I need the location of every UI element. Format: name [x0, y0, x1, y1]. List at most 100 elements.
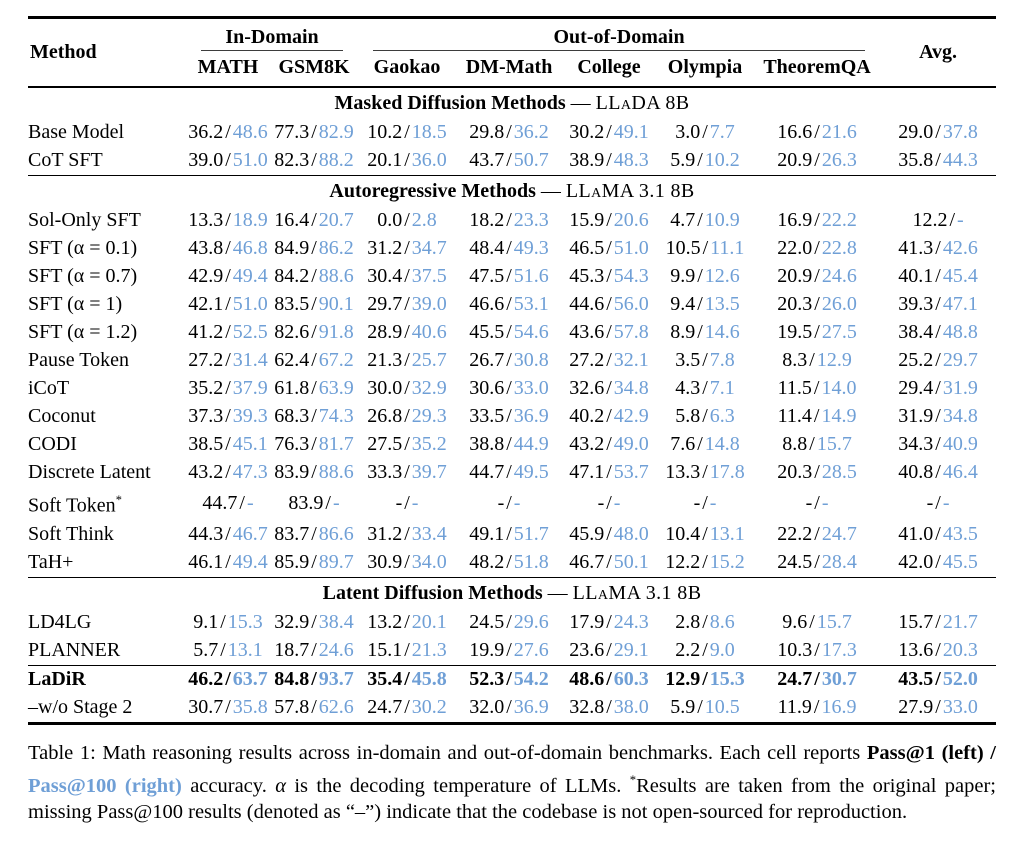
pass100-value: 29.7 [942, 349, 978, 371]
metric-cell: 33.5/36.9 [456, 403, 562, 431]
pass100-value: 51.8 [513, 550, 549, 573]
caption-alpha-symbol: α [275, 774, 286, 797]
pass100-value: 49.3 [513, 237, 549, 259]
metric-cell: 83.9/- [270, 487, 358, 521]
pass100-value: 29.6 [513, 610, 549, 633]
pass1-value: 38.5 [188, 433, 224, 455]
metric-cell: 44.7/49.5 [456, 459, 562, 487]
pass1-value: 48.6 [569, 667, 605, 690]
pass100-value: 48.6 [232, 121, 268, 143]
value-separator: / [809, 349, 815, 371]
metric-cell: 42.0/45.5 [880, 549, 996, 578]
metric-cell: 26.8/29.3 [358, 403, 456, 431]
pass1-value: 44.6 [569, 293, 605, 315]
pass1-value: 32.6 [569, 377, 605, 399]
value-separator: / [606, 209, 612, 231]
value-separator: / [311, 522, 317, 545]
pass100-value: 40.6 [411, 321, 447, 343]
pass1-value: 83.7 [274, 522, 310, 545]
metric-cell: 13.2/20.1 [358, 609, 456, 637]
pass100-value: - [957, 209, 964, 231]
pass1-value: 31.9 [898, 405, 934, 427]
pass100-value: 51.0 [613, 237, 649, 259]
metric-cell: 20.9/26.3 [754, 147, 880, 176]
pass100-value: 25.7 [411, 349, 447, 371]
value-separator: / [814, 121, 820, 143]
pass100-value: 13.1 [227, 638, 263, 661]
pass100-value: 45.5 [942, 550, 978, 573]
pass1-value: 33.3 [367, 461, 403, 483]
table-row: SFT (α = 0.7) 42.9/49.4 84.2/88.6 30.4/37.5… [28, 263, 996, 291]
pass100-value: 2.8 [411, 209, 437, 231]
pass1-value: 10.2 [367, 121, 403, 143]
pass1-value: 30.0 [367, 377, 403, 399]
pass1-value: 29.8 [469, 121, 505, 143]
metric-cell: 19.9/27.6 [456, 637, 562, 666]
pass100-value: 7.8 [709, 349, 735, 371]
section-title: Autoregressive Methods [329, 180, 536, 202]
pass100-value: 14.6 [704, 321, 740, 343]
pass100-value: 37.5 [411, 265, 447, 287]
pass1-value: 19.9 [469, 638, 505, 661]
metric-cell: 4.3/7.1 [656, 375, 754, 403]
pass100-value: 30.7 [821, 667, 857, 690]
page: Method In-Domain Out-of-Domain Avg. MATH… [28, 16, 997, 823]
value-separator: / [404, 321, 410, 343]
pass1-value: - [805, 491, 813, 514]
value-separator: / [506, 321, 512, 343]
metric-cell: 9.4/13.5 [656, 291, 754, 319]
pass1-value: 29.0 [898, 121, 934, 143]
section-title: Masked Diffusion Methods [334, 92, 566, 114]
metric-cell: 44.7/- [186, 487, 270, 521]
value-separator: / [935, 610, 941, 633]
pass100-value: 46.8 [232, 237, 268, 259]
pass100-value: 21.3 [411, 638, 447, 661]
value-separator: / [814, 491, 820, 514]
pass1-value: 32.8 [569, 695, 605, 718]
pass100-value: 27.5 [821, 321, 857, 343]
pass100-value: 74.3 [318, 405, 354, 427]
value-separator: / [935, 265, 941, 287]
value-separator: / [606, 265, 612, 287]
pass1-value: 20.3 [777, 293, 813, 315]
pass1-value: - [395, 491, 403, 514]
metric-cell: 27.5/35.2 [358, 431, 456, 459]
pass100-value: 63.9 [318, 377, 354, 399]
metric-cell: 39.0/51.0 [186, 147, 270, 176]
metric-cell: 9.9/12.6 [656, 263, 754, 291]
value-separator: / [225, 377, 231, 399]
caption-star-marker: * [629, 772, 637, 787]
value-separator: / [506, 405, 512, 427]
value-separator: / [404, 405, 410, 427]
pass1-value: 52.3 [469, 667, 505, 690]
pass100-value: 82.9 [318, 121, 354, 143]
pass1-value: - [693, 491, 701, 514]
pass1-value: 27.9 [898, 695, 934, 718]
value-separator: / [949, 209, 956, 231]
section-model: LLaMA 3.1 8B [572, 581, 702, 604]
metric-cell: 29.4/31.9 [880, 375, 996, 403]
metric-cell: 45.9/48.0 [562, 521, 656, 549]
pass100-value: 54.6 [513, 321, 549, 343]
metric-cell: 76.3/81.7 [270, 431, 358, 459]
metric-cell: 36.2/48.6 [186, 119, 270, 147]
method-cell: Coconut [28, 403, 186, 431]
metric-cell: 5.9/10.2 [656, 147, 754, 176]
pass100-value: 48.0 [613, 522, 649, 545]
metric-cell: 16.6/21.6 [754, 119, 880, 147]
metric-cell: 43.2/49.0 [562, 431, 656, 459]
metric-cell: 77.3/82.9 [270, 119, 358, 147]
value-separator: / [506, 491, 512, 514]
metric-cell: 10.2/18.5 [358, 119, 456, 147]
metric-cell: - / - [656, 487, 754, 521]
value-separator: / [311, 433, 317, 455]
pass1-value: 83.5 [274, 293, 310, 315]
value-separator: / [239, 491, 245, 514]
pass1-value: 27.5 [367, 433, 403, 455]
metric-cell: 24.5/29.6 [456, 609, 562, 637]
metric-cell: 15.7/21.7 [880, 609, 996, 637]
value-separator: / [404, 209, 410, 231]
table-row: Discrete Latent 43.2/47.3 83.9/88.6 33.3/39… [28, 459, 996, 487]
pass1-value: 68.3 [274, 405, 310, 427]
pass100-value: 14.0 [821, 377, 857, 399]
